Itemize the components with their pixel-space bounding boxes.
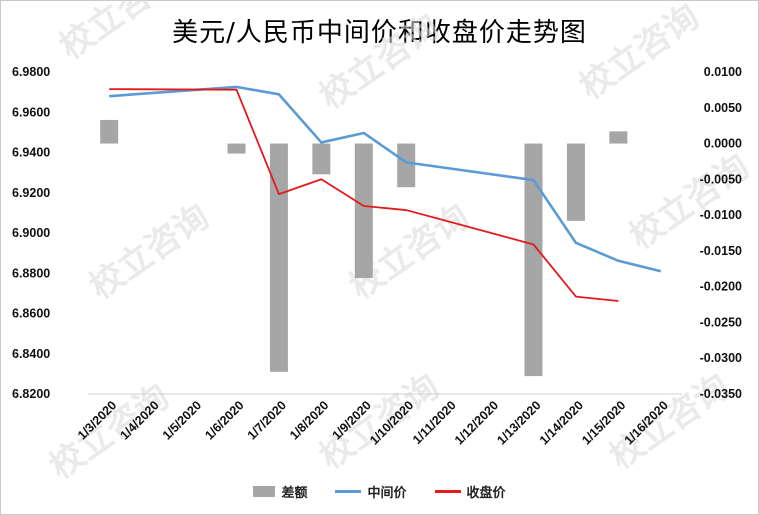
bar-diff — [609, 131, 628, 144]
watermark-text: 校立咨询 — [82, 197, 216, 308]
legend-swatch-diff — [253, 485, 276, 497]
right-tick-label: -0.0300 — [700, 351, 742, 365]
watermark-text: 校立咨询 — [42, 377, 176, 488]
bar-diff — [566, 143, 585, 221]
legend-swatch-close — [434, 489, 461, 493]
line-mid-price — [109, 85, 662, 273]
x-tick-label: 1/7/2020 — [245, 398, 289, 442]
bar-diff — [269, 143, 288, 372]
legend-label-diff: 差额 — [281, 485, 308, 501]
watermark-text: 校立咨询 — [312, 7, 446, 118]
x-tick-label: 1/12/2020 — [452, 398, 501, 447]
bar-diff — [397, 143, 416, 188]
line-close-price — [109, 88, 619, 302]
legend-label-mid: 中间价 — [367, 485, 407, 501]
left-tick-label: 6.8600 — [12, 307, 50, 321]
bar-series — [100, 119, 628, 377]
x-tick-label: 1/6/2020 — [202, 398, 246, 442]
watermark-text: 校立咨询 — [572, 0, 706, 107]
bar-diff — [354, 143, 373, 279]
legend-label-close: 收盘价 — [466, 485, 506, 501]
right-tick-label: -0.0150 — [700, 244, 742, 258]
left-tick-label: 6.9800 — [12, 65, 50, 79]
right-tick-label: -0.0250 — [700, 315, 742, 329]
watermark-text: 校立咨询 — [602, 367, 736, 478]
bar-diff — [524, 143, 543, 377]
right-tick-label: -0.0050 — [700, 172, 742, 186]
line-series — [109, 85, 662, 302]
bar-diff — [312, 143, 331, 175]
legend: 差额 中间价 收盘价 — [0, 481, 759, 501]
legend-swatch-mid — [335, 489, 362, 493]
right-tick-label: 0.0000 — [704, 137, 742, 151]
right-tick-label: -0.0200 — [700, 280, 742, 294]
left-tick-label: 6.8800 — [12, 266, 50, 280]
left-tick-label: 6.9200 — [12, 186, 50, 200]
chart-title: 美元/人民币中间价和收盘价走势图 — [172, 18, 587, 48]
left-tick-label: 6.9400 — [12, 146, 50, 160]
left-tick-label: 6.8400 — [12, 347, 50, 361]
legend-item-diff: 差额 — [253, 482, 307, 501]
right-tick-label: -0.0100 — [700, 208, 742, 222]
left-tick-label: 6.9000 — [12, 226, 50, 240]
left-tick-label: 6.8200 — [12, 387, 50, 401]
x-tick-label: 1/14/2020 — [537, 398, 586, 447]
right-tick-label: 0.0050 — [704, 101, 742, 115]
right-tick-label: 0.0100 — [704, 65, 742, 79]
left-tick-label: 6.9600 — [12, 105, 50, 119]
bar-diff — [227, 143, 246, 154]
watermark-text: 校立咨询 — [622, 147, 756, 258]
right-tick-label: -0.0350 — [700, 387, 742, 401]
watermark-text: 校立咨询 — [52, 0, 186, 67]
legend-item-close: 收盘价 — [434, 482, 506, 501]
x-tick-label: 1/13/2020 — [494, 398, 543, 447]
bar-diff — [100, 119, 119, 144]
legend-item-mid: 中间价 — [335, 482, 407, 501]
